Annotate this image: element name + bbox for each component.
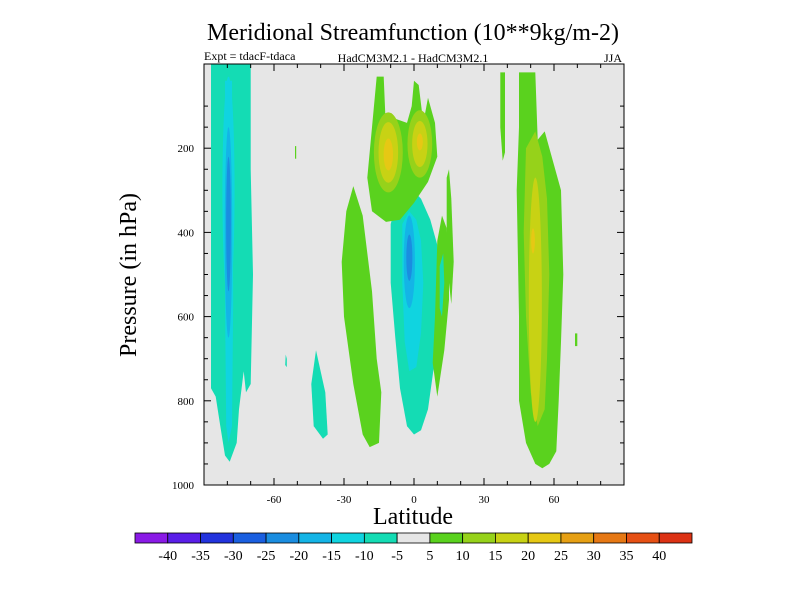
colorbar-label: 5 [426,549,433,564]
colorbar-label: 25 [554,549,568,564]
colorbar-label: 40 [652,549,666,564]
colorbar-label: -10 [355,549,374,564]
x-tick-label: -60 [267,494,282,506]
pos-north-small [500,72,505,161]
x-tick-label: 0 [411,494,417,506]
colorbar-swatch [429,532,464,544]
colorbar-swatch [462,532,496,544]
pos-upper-22a [383,138,394,171]
pos-north-22 [531,228,535,254]
y-tick-label: 400 [178,227,195,239]
colorbar-label: -25 [257,549,276,564]
colorbar-swatch [363,532,398,544]
x-tick-label: -30 [337,494,352,506]
y-tick-label: 600 [178,312,195,324]
axis-ticks: -60 -30 0 30 60 200 400 600 800 1000 [172,64,624,506]
colorbar-label: 20 [521,549,535,564]
colorbar-label: 30 [587,549,601,564]
colorbar-label: -15 [322,549,341,564]
season-label: JJA [604,51,622,65]
colorbar-label: 35 [619,549,633,564]
colorbar-label: -30 [224,549,243,564]
colorbar-label: 10 [456,549,470,564]
pos-mid-far [446,169,454,304]
y-tick-label: 800 [178,396,195,408]
chart-title: Meridional Streamfunction (10**9kg/m-2) [207,20,619,46]
colorbar-swatch [200,532,234,544]
colorbar-swatch [232,532,267,544]
pos-north-17 [528,177,542,422]
pos-dot-a [295,146,297,159]
y-tick-label: 200 [178,143,195,155]
pos-north-dot [575,333,578,347]
colorbar-swatch [626,532,660,544]
x-tick-label: 60 [549,494,561,506]
y-tick-label: 1000 [172,480,195,492]
colorbar-swatch [265,532,300,544]
colorbar-label: -5 [391,549,403,564]
colorbar-label: -20 [289,549,308,564]
colorbar-label: -35 [191,549,210,564]
pos-upper-22b [416,133,423,151]
colorbar-swatch [560,532,595,544]
colorbar-swatch [593,532,627,544]
pos-mid-left [341,186,382,448]
colorbar-swatch [167,532,201,544]
colorbar-swatch [134,532,169,544]
experiment-label: Expt = tdacF-tdaca [204,49,296,63]
neg-south-22 [226,156,231,292]
x-axis-label: Latitude [373,504,453,530]
model-label: HadCM3M2.1 - HadCM3M2.1 [338,51,489,65]
colorbar-swatch [495,532,529,544]
plot-area: -60 -30 0 30 60 200 400 600 800 1000 [172,63,625,506]
neg-eq-22 [406,234,413,281]
colorbar-swatch [331,532,365,544]
contour-fills [211,64,578,469]
neg-patch-b [285,354,287,368]
colorbar-swatch [658,532,693,544]
neg-mid-sliver [439,253,445,317]
neg-patch-a [311,350,328,439]
colorbar-swatch [396,532,431,544]
colorbar-label: -40 [158,549,177,564]
colorbar: -40 -35 -30 -25 -20 -15 -10 -5 5 10 15 20 25 30 35 40 [134,532,693,564]
y-axis-label: Pressure (in hPa) [116,193,142,357]
colorbar-swatch [527,532,562,544]
x-tick-label: 30 [479,494,491,506]
colorbar-swatch [298,532,332,544]
colorbar-label: 15 [488,549,502,564]
